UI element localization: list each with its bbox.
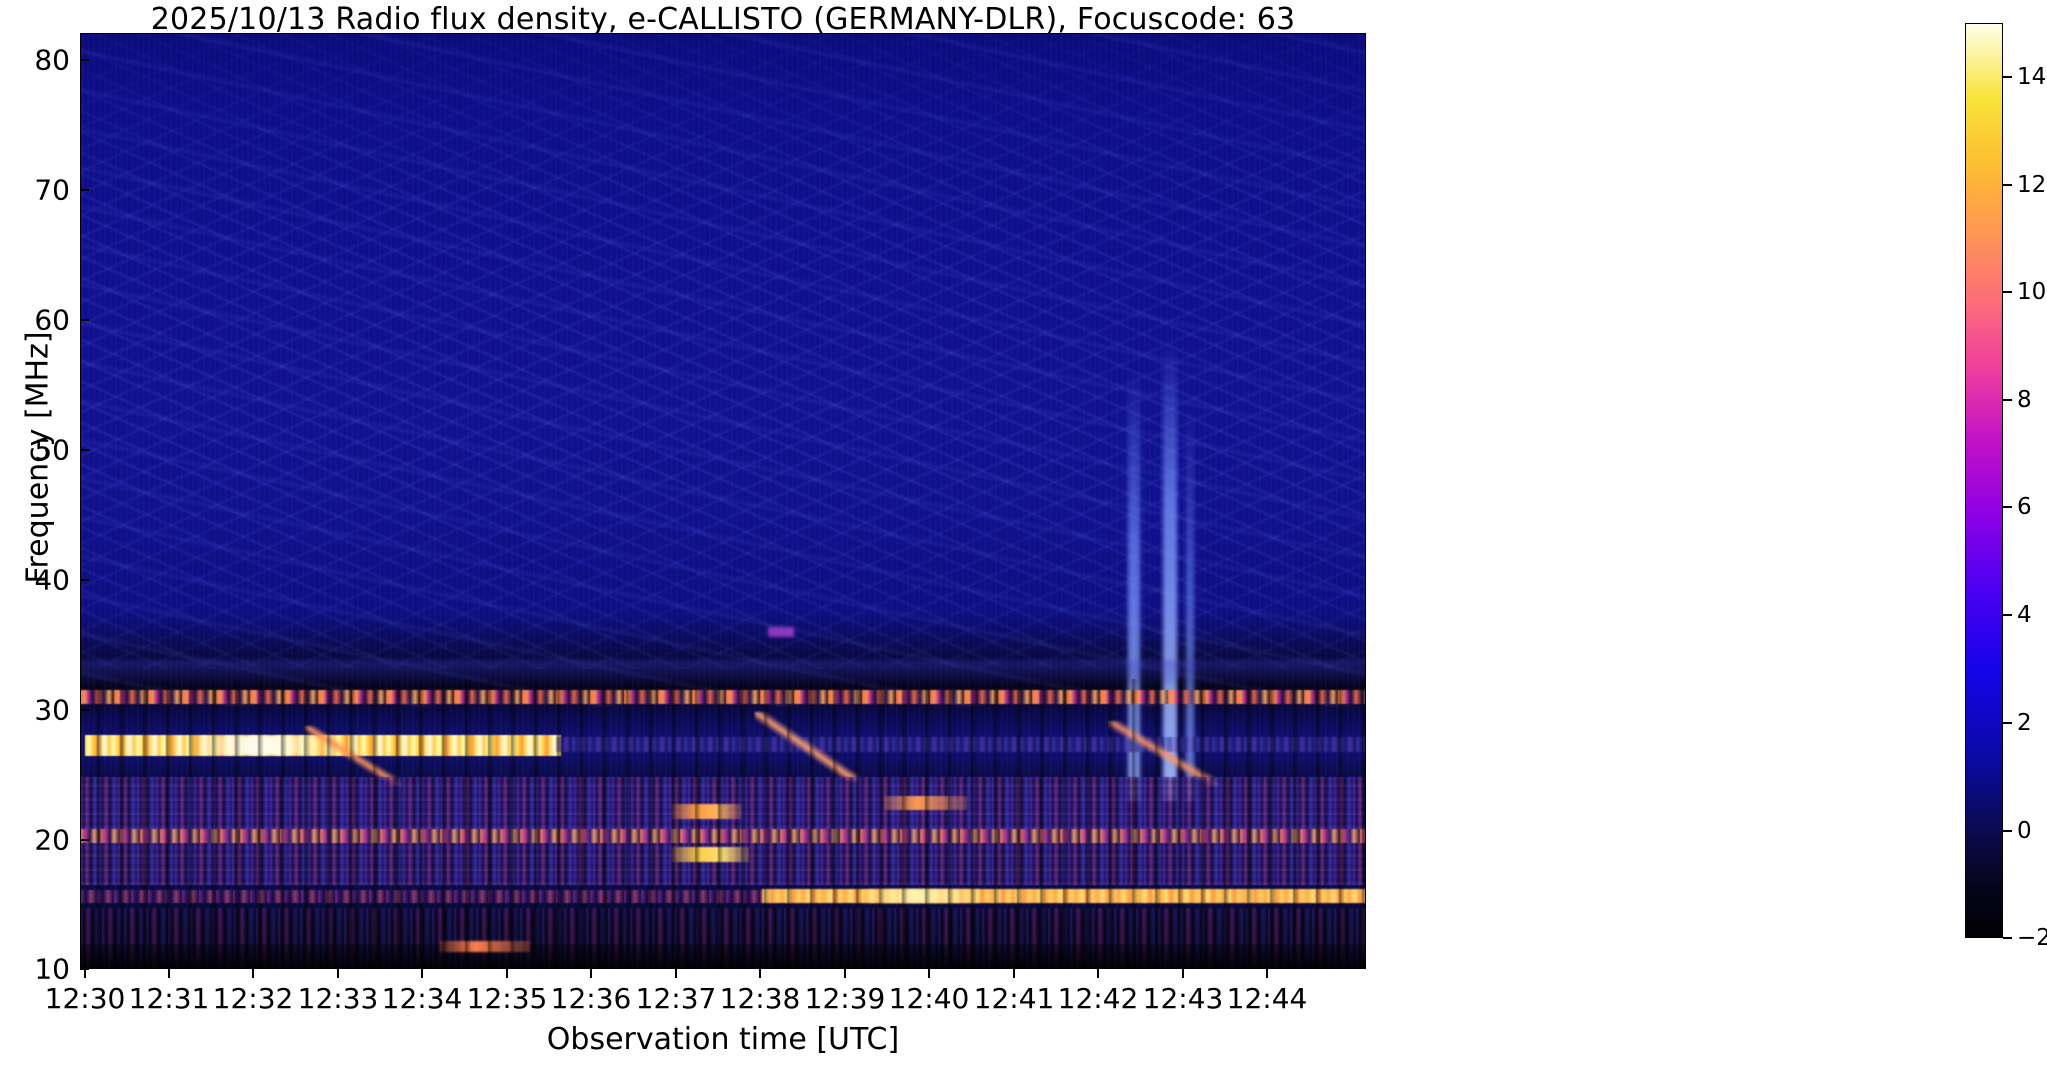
colorbar[interactable] (1965, 23, 2003, 938)
band-gap-mask (80, 678, 1366, 969)
rfi-line-20mhz (80, 828, 1366, 843)
y-tick-label-70: 70 (34, 173, 70, 207)
spectrogram-image[interactable] (80, 33, 1366, 969)
cbar-tick-label-2: 2 (2017, 710, 2032, 736)
y-tick-label-80: 80 (34, 43, 70, 77)
ionospheric-fringe-layer (80, 33, 1366, 670)
drift-ramp-1233 (305, 725, 402, 787)
y-tick-label-40: 40 (34, 563, 70, 597)
low-band-bottom-dark (80, 943, 1366, 969)
x-tick-label-1239: 12:39 (804, 982, 886, 1015)
rfi-patch-1237-low (671, 847, 749, 863)
rfi-patch-1237 (671, 804, 743, 820)
cbar-tick-label-0: 0 (2017, 818, 2032, 844)
x-tick-label-1233: 12:33 (297, 982, 379, 1015)
cbar-tick-label-minus2: −2 (2017, 925, 2047, 951)
x-tick-label-1236: 12:36 (550, 982, 632, 1015)
x-tick-label-1235: 12:35 (466, 982, 548, 1015)
burst-column-c (1185, 407, 1194, 801)
x-tick-label-1234: 12:34 (381, 982, 463, 1015)
x-tick-label-1243: 12:43 (1142, 982, 1224, 1015)
cbar-tick-label-14: 14 (2017, 64, 2047, 90)
rfi-line-16mhz-peak (864, 888, 981, 903)
y-tick-label-30: 30 (34, 693, 70, 727)
burst-column-a (1128, 369, 1140, 801)
rfi-patch-1240 (883, 795, 968, 810)
glow-30mhz (80, 660, 1366, 684)
x-tick-label-1244: 12:44 (1226, 982, 1308, 1015)
x-tick-label-1241: 12:41 (973, 982, 1055, 1015)
x-axis-label: Observation time [UTC] (546, 1022, 900, 1057)
x-tick-label-1238: 12:38 (719, 982, 801, 1015)
cbar-tick-label-12: 12 (2017, 172, 2047, 198)
cbar-tick-label-10: 10 (2017, 279, 2047, 305)
x-tick-label-1237: 12:37 (635, 982, 717, 1015)
x-tick-label-1231: 12:31 (128, 982, 210, 1015)
y-tick-label-60: 60 (34, 303, 70, 337)
rfi-band-25mhz-peak (195, 735, 325, 755)
drift-ramp-1238 (755, 711, 859, 782)
x-tick-label-1232: 12:32 (212, 982, 294, 1015)
cbar-tick-label-6: 6 (2017, 494, 2032, 520)
low-band-spot-1235 (440, 940, 531, 953)
spot-1238-33mhz (768, 627, 794, 637)
y-tick-label-50: 50 (34, 433, 70, 467)
y-tick-label-10: 10 (34, 952, 70, 986)
x-tick-label-1242: 12:42 (1057, 982, 1139, 1015)
x-tick-label-1240: 12:40 (888, 982, 970, 1015)
x-tick-label-1230: 12:30 (44, 982, 126, 1015)
fringe-layer-secondary (80, 33, 1366, 707)
cbar-tick-label-4: 4 (2017, 602, 2032, 628)
chart-title: 2025/10/13 Radio flux density, e-CALLIST… (150, 2, 1296, 37)
burst-column-b (1162, 341, 1177, 801)
y-tick-label-20: 20 (34, 823, 70, 857)
cbar-tick-label-8: 8 (2017, 387, 2032, 413)
drift-ramp-1242 (1108, 720, 1219, 787)
rfi-band-28mhz (80, 690, 1366, 705)
